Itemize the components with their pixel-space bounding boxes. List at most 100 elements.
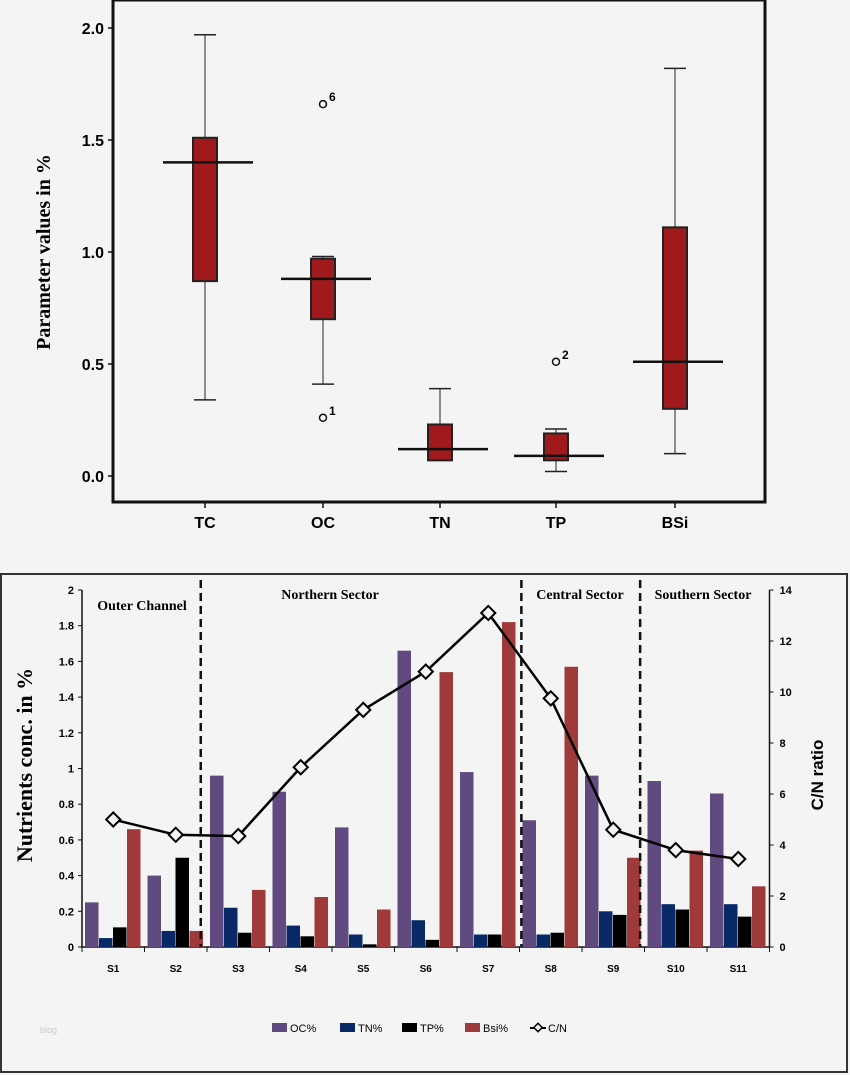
x-tick-label: S6 <box>420 964 433 975</box>
y2-axis-label: C/N ratio <box>808 740 827 811</box>
cn-marker-S1 <box>104 811 122 828</box>
bar-bsi-S5 <box>377 909 391 947</box>
bar-oc-S2 <box>147 875 161 947</box>
cn-marker-S7 <box>479 604 497 622</box>
x-tick-label: S5 <box>357 964 370 975</box>
bar-oc-S3 <box>210 775 224 947</box>
bar-bsi-S4 <box>314 897 328 947</box>
outlier-label: 6 <box>329 90 336 104</box>
legend-swatch-bsi <box>465 1023 480 1032</box>
bar-oc-S9 <box>585 775 599 947</box>
x-tick-label: S7 <box>482 964 495 975</box>
bar-oc-S7 <box>460 772 474 947</box>
bar-tp-S6 <box>425 939 439 947</box>
y-tick-label: 2 <box>68 585 74 597</box>
legend-label: Bsi% <box>483 1023 508 1035</box>
bar-tp-S4 <box>300 936 314 947</box>
bar-tp-S1 <box>113 927 127 947</box>
y2-tick-label: 12 <box>780 636 792 648</box>
cn-line <box>112 611 739 861</box>
bar-tn-S11 <box>724 904 738 947</box>
x-tick-label: S1 <box>107 964 120 975</box>
x-tick-label: OC <box>311 515 335 532</box>
bar-bsi-S7 <box>502 622 516 947</box>
cn-marker-S3 <box>229 827 247 845</box>
bar-tp-S9 <box>613 914 627 947</box>
bar-bsi-S1 <box>127 829 141 947</box>
y-tick-label: 1.4 <box>59 692 75 704</box>
bar-oc-S5 <box>335 827 349 947</box>
plot-frame <box>111 0 767 504</box>
y-axis-label: Nutrients conc. in % <box>12 668 37 862</box>
legend-label: TN% <box>358 1023 383 1035</box>
x-tick-label: S9 <box>607 964 620 975</box>
cn-marker-S10 <box>667 841 685 859</box>
y2-tick-label: 8 <box>780 738 786 750</box>
x-tick-label: TP <box>546 515 567 532</box>
x-tick-label: TC <box>194 515 216 532</box>
y-tick-label: 0.6 <box>59 835 74 847</box>
box-OC <box>310 257 336 321</box>
y2-tick-label: 6 <box>780 789 786 801</box>
y2-tick-label: 4 <box>780 840 787 852</box>
y-tick-label: 0.5 <box>82 357 104 374</box>
y-tick-label: 1.0 <box>82 245 104 262</box>
x-tick-label: S10 <box>667 964 685 975</box>
y2-tick-label: 14 <box>780 585 793 597</box>
legend-label: OC% <box>290 1023 317 1035</box>
outlier-label: 1 <box>329 404 336 418</box>
y2-tick-label: 2 <box>780 891 786 903</box>
bar-oc-S6 <box>397 650 411 947</box>
bar-tn-S7 <box>474 934 488 947</box>
bar-bsi-S11 <box>752 886 766 947</box>
y-tick-label: 1.2 <box>59 728 74 740</box>
nutrient-bar-chart: Nutrients conc. in % C/N ratio blog 0 0.2… <box>12 580 827 1035</box>
y-tick-label: 0.4 <box>59 871 75 883</box>
cn-marker-S9 <box>604 821 622 839</box>
bar-tp-S5 <box>363 944 377 947</box>
x-tick-label: S4 <box>295 964 308 975</box>
bar-tn-S6 <box>411 920 425 947</box>
outlier-point <box>551 357 561 367</box>
box-BSi <box>662 226 688 410</box>
sector-label: Central Sector <box>536 588 623 603</box>
y-tick-label: 0.0 <box>82 469 104 486</box>
watermark: blog <box>40 1025 57 1035</box>
cn-marker-S4 <box>292 758 310 776</box>
bar-bsi-S6 <box>439 672 453 947</box>
cn-marker-S2 <box>167 826 185 844</box>
bar-tn-S8 <box>536 934 550 947</box>
x-tick-label: TN <box>429 515 450 532</box>
legend-swatch-tn <box>340 1023 355 1032</box>
legend-swatch-oc <box>272 1023 287 1032</box>
bar-tp-S8 <box>550 932 564 947</box>
bar-tn-S9 <box>599 911 613 947</box>
legend-marker-cn <box>532 1022 544 1033</box>
bar-bsi-S3 <box>252 889 266 947</box>
bar-oc-S10 <box>647 780 661 947</box>
y-tick-label: 1.6 <box>59 656 74 668</box>
y-tick-label: 0.2 <box>59 906 74 918</box>
boxplot-chart: Parameter values in % 0.0 0.5 1.0 1.5 2.0 TC O… <box>33 0 767 532</box>
sector-label: Southern Sector <box>655 588 752 603</box>
legend-label: TP% <box>420 1023 444 1035</box>
y2-tick-label: 10 <box>780 687 792 699</box>
bottom-panel-frame <box>0 573 848 1073</box>
box-TN <box>427 423 453 462</box>
sector-label: Northern Sector <box>281 588 379 603</box>
bar-tn-S5 <box>349 934 363 947</box>
sector-label: Outer Channel <box>97 599 187 614</box>
cn-marker-S6 <box>417 663 435 681</box>
bar-bsi-S8 <box>564 666 578 947</box>
y-tick-label: 1.8 <box>59 621 74 633</box>
bar-oc-S1 <box>85 902 99 947</box>
cn-marker-S5 <box>354 701 372 719</box>
bar-oc-S8 <box>522 820 536 947</box>
bar-bsi-S10 <box>689 850 703 947</box>
y-tick-label: 0.8 <box>59 799 74 811</box>
x-tick-label: S8 <box>545 964 558 975</box>
x-tick-label: S2 <box>170 964 183 975</box>
y-tick-label: 0 <box>68 942 74 954</box>
y-tick-label: 2.0 <box>82 21 104 38</box>
bar-tn-S2 <box>161 930 175 947</box>
